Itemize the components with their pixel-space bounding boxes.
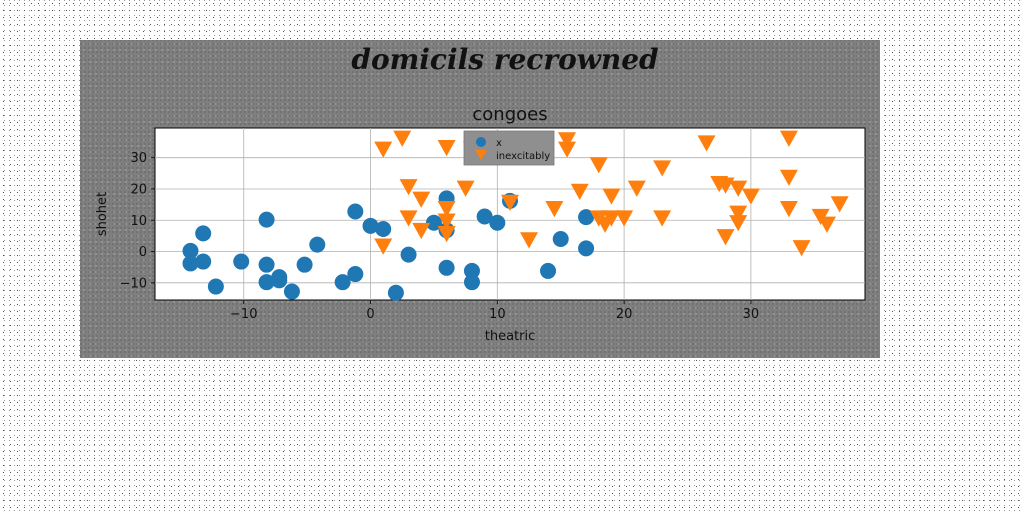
figure-suptitle: domicils recrowned [351,43,659,76]
point-inexcitably-11 [456,180,475,197]
y-tick-label-3: 20 [130,182,147,197]
point-x-26 [463,274,480,291]
point-x-13 [309,236,326,253]
point-inexcitably-22 [602,210,621,227]
point-x-30 [540,262,557,279]
point-inexcitably-34 [729,215,748,232]
point-x-3 [195,253,212,270]
point-inexcitably-31 [716,229,735,246]
point-x-1 [182,255,199,272]
point-inexcitably-1 [374,238,393,255]
point-x-11 [283,283,300,300]
y-tick-label-4: 30 [130,151,147,166]
point-inexcitably-3 [399,179,418,196]
point-inexcitably-36 [779,130,798,147]
point-inexcitably-14 [520,232,539,249]
legend-label-inexcitably: inexcitably [496,151,550,162]
point-x-28 [489,214,506,231]
point-inexcitably-17 [558,141,577,158]
point-inexcitably-37 [779,169,798,186]
point-x-6 [258,211,275,228]
point-x-10 [271,272,288,289]
point-inexcitably-10 [437,226,456,243]
legend: x inexcitably [463,130,555,166]
point-x-2 [195,225,212,242]
point-inexcitably-18 [570,183,589,200]
point-x-8 [258,274,275,291]
point-x-7 [258,256,275,273]
point-inexcitably-6 [412,222,431,240]
point-inexcitably-7 [437,140,456,157]
x-axis-label: theatric [485,329,536,344]
point-x-31 [552,231,569,248]
point-x-12 [296,256,313,273]
data-markers [182,130,849,301]
point-inexcitably-13 [501,194,519,211]
point-inexcitably-35 [741,188,760,205]
point-x-4 [207,278,224,295]
point-inexcitably-41 [817,216,836,233]
y-tick-label-2: 10 [130,214,147,229]
point-inexcitably-23 [602,188,621,205]
legend-box [463,130,555,166]
point-inexcitably-4 [399,210,418,227]
point-inexcitably-27 [653,210,672,227]
point-x-25 [463,262,480,279]
point-inexcitably-33 [729,205,748,222]
point-x-24 [438,259,455,276]
point-x-33 [578,240,595,257]
point-inexcitably-39 [792,240,811,257]
legend-marker-x [476,137,486,147]
axis-ticks: −10 0 10 20 30 −10 0 10 20 30 [120,151,760,322]
point-x-27 [476,208,493,225]
point-inexcitably-0 [374,141,393,158]
x-tick-label-2: 10 [489,307,506,322]
point-x-21 [425,214,442,231]
legend-label-x: x [496,138,502,149]
point-x-16 [347,266,364,283]
point-inexcitably-16 [558,132,577,149]
point-x-15 [347,203,364,220]
x-tick-label-0: −10 [230,307,257,322]
point-x-20 [400,246,417,263]
point-x-14 [334,274,351,291]
point-inexcitably-26 [653,160,672,177]
point-x-19 [387,284,404,301]
point-inexcitably-15 [545,200,564,218]
point-inexcitably-25 [627,180,646,197]
legend-marker-inexcitably [475,150,487,160]
point-inexcitably-2 [393,130,412,147]
point-x-18 [375,221,392,238]
point-x-5 [233,253,250,270]
chart-title: congoes [472,104,547,125]
point-x-32 [578,209,595,226]
point-inexcitably-8 [437,200,456,218]
point-inexcitably-9 [437,213,456,230]
x-tick-label-1: 0 [366,307,374,322]
point-inexcitably-5 [412,191,431,208]
point-inexcitably-24 [615,210,634,227]
point-inexcitably-19 [589,157,608,174]
point-inexcitably-42 [830,196,849,213]
x-tick-label-3: 20 [616,307,633,322]
x-tick-label-4: 30 [743,307,760,322]
point-inexcitably-32 [729,180,748,197]
y-tick-label-1: 0 [139,245,147,260]
point-inexcitably-38 [779,200,798,218]
point-inexcitably-28 [697,135,716,152]
point-x-0 [182,242,199,259]
y-tick-label-0: −10 [120,276,147,291]
point-x-17 [362,217,379,234]
y-axis-label: shohet [95,192,110,236]
